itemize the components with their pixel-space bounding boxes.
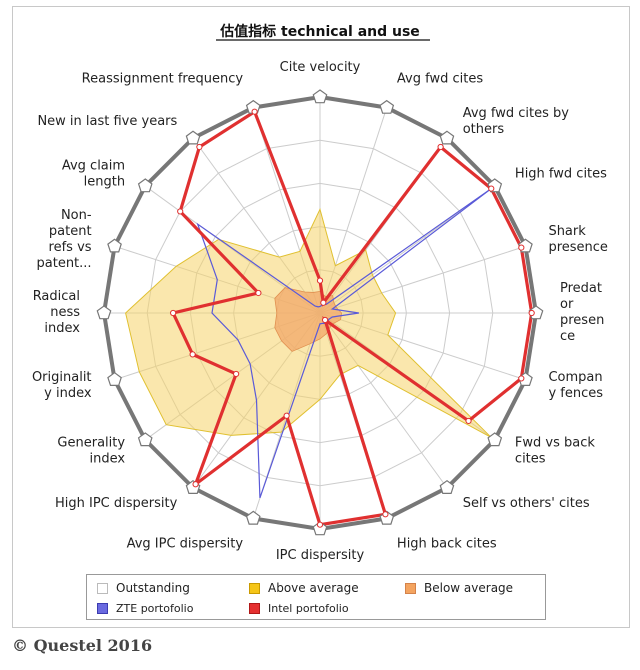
axis-label-avg-ipc-dispersity: Avg IPC dispersity <box>127 536 244 551</box>
radar-chart: 估值指标 technical and use Cite velocity Avg … <box>32 23 608 563</box>
point-intel-high-ipc-dispersity <box>192 481 199 488</box>
axis-label-radicalness-index: Radical ness index <box>33 289 81 336</box>
point-intel-radicalness-index <box>170 309 177 317</box>
axis-label-high-fwd-cites: High fwd cites <box>515 166 607 181</box>
point-intel-shark-presence <box>518 244 525 251</box>
axis-label-shark-presence: Shark presence <box>548 224 607 255</box>
axis-label-fwd-vs-back-cites: Fwd vs back cites <box>515 436 595 467</box>
point-intel-avg-ipc-dispersity <box>283 412 290 419</box>
marker-outstanding-self-vs-others-cites <box>439 479 455 494</box>
point-intel-originality-index <box>189 351 196 358</box>
axis-label-reassignment-frequency: Reassignment frequency <box>82 72 244 87</box>
point-intel-avg-fwd-cites <box>320 299 327 306</box>
legend-swatch-intel <box>249 603 260 614</box>
axis-label-non-patent-refs-vs-patent: Non-patent refs vs patent... <box>37 208 92 271</box>
marker-outstanding-generality-index <box>137 432 153 447</box>
point-intel-ipc-dispersity <box>316 521 324 528</box>
axis-label-self-vs-others-cites: Self vs others' cites <box>463 496 590 511</box>
marker-outstanding-avg-claim-length <box>137 178 153 193</box>
legend-item-below-average: Below average <box>405 581 513 595</box>
axis-label-high-back-cites: High back cites <box>397 536 497 551</box>
legend-label-above-average: Above average <box>268 581 359 595</box>
marker-outstanding-new-in-last-five-years <box>185 130 201 145</box>
chart-title: 估值指标 technical and use <box>219 23 420 40</box>
legend-swatch-below-average <box>405 582 416 594</box>
point-intel-high-fwd-cites <box>488 185 495 192</box>
legend-item-zte: ZTE portofolio <box>97 602 193 615</box>
axis-label-generality-index: Generality index <box>57 436 125 467</box>
point-intel-cite-velocity <box>316 277 324 284</box>
legend-item-intel: Intel portofolio <box>249 602 349 615</box>
point-intel-avg-fwd-cites-by-others <box>437 143 444 151</box>
marker-outstanding-cite-velocity <box>312 89 328 104</box>
marker-outstanding-avg-ipc-dispersity <box>245 510 261 525</box>
axis-label-company-fences: Compan y fences <box>548 370 603 401</box>
copyright-notice: © Questel 2016 <box>12 636 153 655</box>
point-intel-high-back-cites <box>382 511 389 518</box>
legend-label-below-average: Below average <box>424 581 514 595</box>
legend: Outstanding Above average Below average … <box>86 574 546 620</box>
point-intel-fwd-vs-back-cites <box>465 417 472 425</box>
axis-label-avg-claim-length: Avg claim length <box>62 158 125 189</box>
point-intel-reassignment-frequency <box>251 108 258 115</box>
axis-label-avg-fwd-cites-by-others: Avg fwd cites by others <box>463 106 570 137</box>
marker-outstanding-avg-fwd-cites <box>379 99 395 114</box>
legend-label-zte: ZTE portofolio <box>116 602 194 615</box>
point-intel-avg-claim-length <box>177 208 184 215</box>
legend-swatch-outstanding <box>97 582 108 594</box>
axis-label-new-in-last-five-years: New in last five years <box>37 114 177 129</box>
point-intel-generality-index <box>233 370 240 378</box>
axis-label-cite-velocity: Cite velocity <box>280 60 361 75</box>
axis-label-predator-presence: Predat or presen ce <box>560 281 604 344</box>
axis-label-high-ipc-dispersity: High IPC dispersity <box>55 496 178 511</box>
axis-label-originality-index: Originalit y index <box>32 370 92 401</box>
series-zte-portofolio <box>196 186 494 499</box>
outstanding-markers <box>96 89 544 536</box>
marker-outstanding-non-patent-refs-vs-patent <box>107 238 122 253</box>
legend-item-above-average: Above average <box>249 581 359 595</box>
legend-label-intel: Intel portofolio <box>268 602 349 615</box>
legend-swatch-zte <box>97 603 108 614</box>
axis-label-avg-fwd-cites: Avg fwd cites <box>397 72 483 87</box>
point-intel-new-in-last-five-years <box>196 143 203 151</box>
axis-label-ipc-dispersity: IPC dispersity <box>276 548 365 563</box>
point-intel-predator-presence <box>528 309 535 317</box>
marker-outstanding-fwd-vs-back-cites <box>487 432 503 447</box>
point-intel-non-patent-refs-vs-patent <box>255 289 262 297</box>
marker-outstanding-radicalness-index <box>96 305 112 320</box>
marker-outstanding-ipc-dispersity <box>312 521 328 536</box>
legend-label-outstanding: Outstanding <box>116 581 190 595</box>
legend-swatch-above-average <box>249 582 260 594</box>
marker-outstanding-originality-index <box>107 371 122 386</box>
point-intel-company-fences <box>518 375 525 382</box>
point-intel-self-vs-others-cites <box>321 316 329 324</box>
legend-item-outstanding: Outstanding <box>97 581 190 595</box>
axis-labels: Cite velocity Avg fwd cites Avg fwd cites … <box>32 60 608 563</box>
marker-outstanding-avg-fwd-cites-by-others <box>439 130 455 145</box>
